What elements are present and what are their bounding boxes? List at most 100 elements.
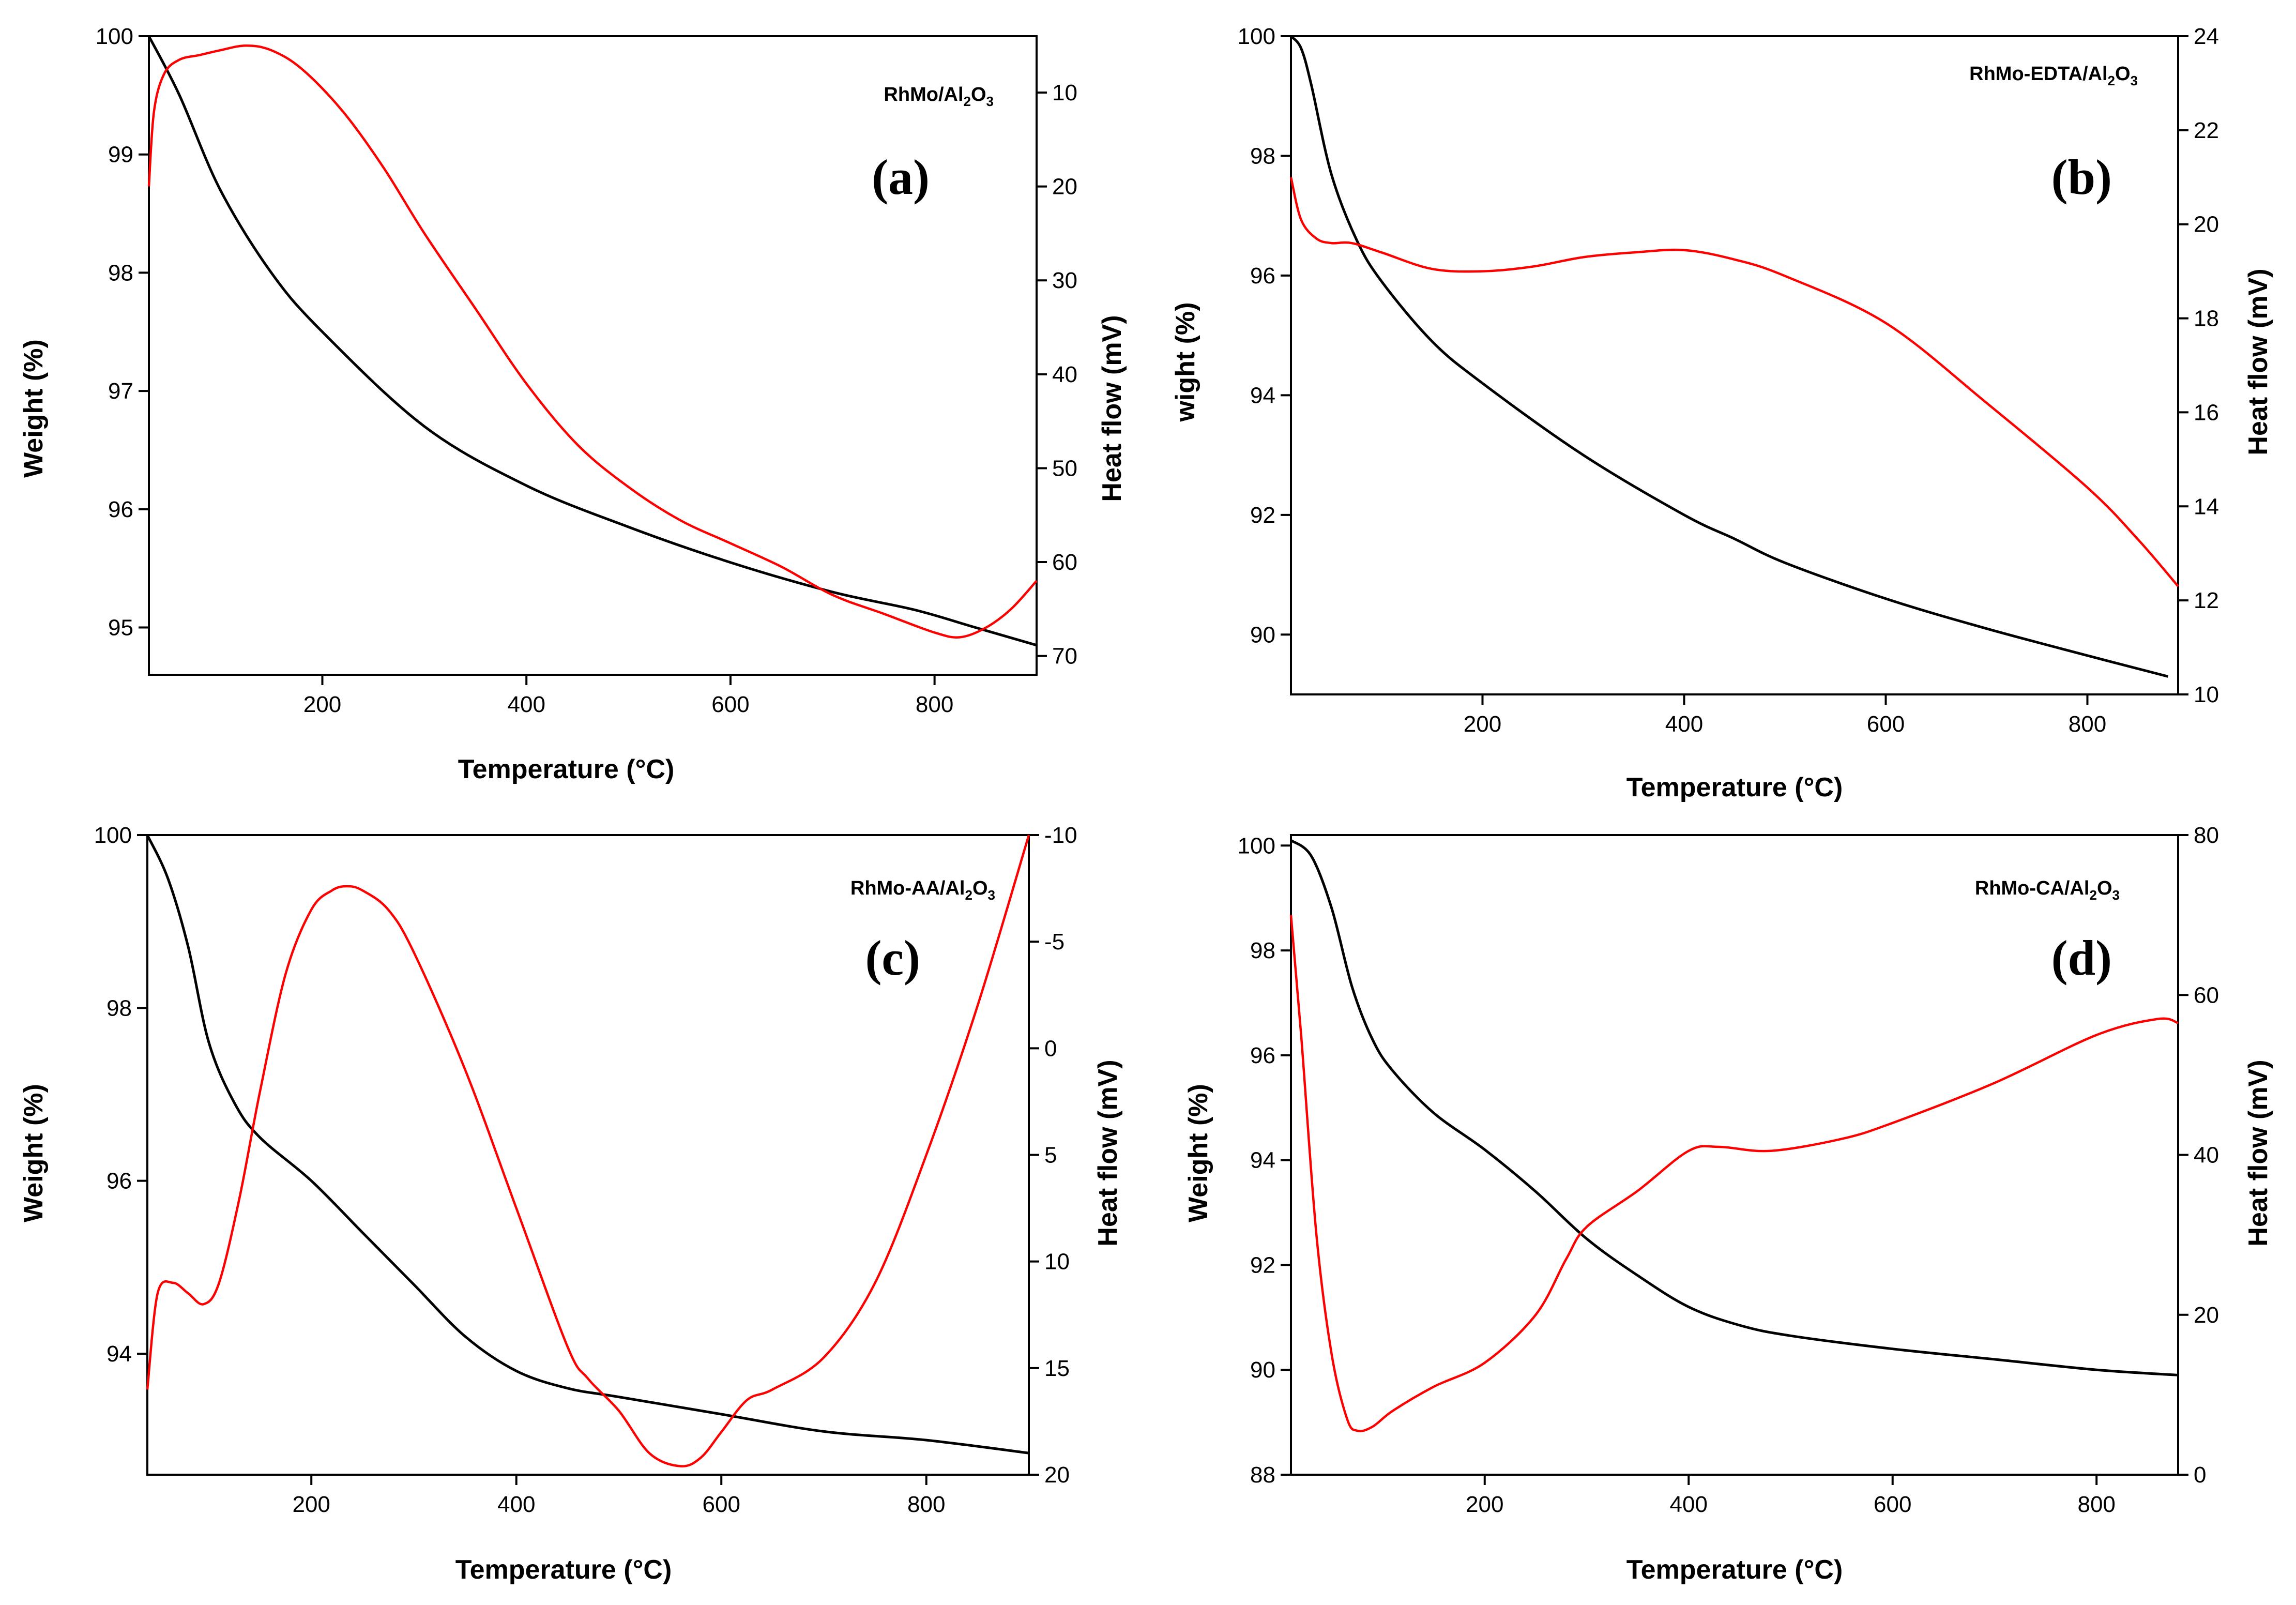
y-right-tick-label: -5 [1044,929,1065,955]
y-left-tick-label: 94 [1250,383,1275,408]
y-left-tick-label: 92 [1250,1252,1275,1278]
sample-label: RhMo/Al2O3 [884,84,994,109]
y-right-tick-label: 10 [1044,1249,1070,1275]
y-left-tick-label: 94 [1250,1148,1275,1173]
y-left-tick-label: 96 [1250,1043,1275,1068]
y-left-tick-label: 99 [108,142,133,168]
y-left-tick-label: 98 [1250,938,1275,963]
weight-curve [146,834,1029,1455]
plot-frame [1290,35,2179,695]
y-left-tick-label: 90 [1250,1357,1275,1383]
y-left-axis-label: Weight (%) [19,339,49,478]
y-left-tick-label: 98 [1250,143,1275,169]
y-left-tick-label: 100 [1238,24,1275,49]
y-right-tick-label: 10 [1052,80,1077,105]
y-left-tick-label: 96 [107,1169,132,1194]
chart-panel-a: 200 400 600 800 95 96 97 98 99 100 10 20 30 40 50 60 70 T… [19,24,1127,784]
y-right-axis-label: Heat flow (mV) [1097,315,1127,502]
panel-label: (a) [872,149,930,205]
subscript: 2 [964,94,971,109]
label-text: O [2115,63,2131,85]
label-text: O [972,877,988,899]
sample-label: RhMo-AA/Al2O3 [850,877,995,903]
weight-curve [147,35,1037,647]
x-tick-label: 600 [1867,711,1905,737]
y-right-tick-label: 5 [1044,1143,1057,1168]
y-left-tick-label: 95 [108,615,133,641]
y-right-axis-label: Heat flow (mV) [1093,1059,1123,1246]
y-right-tick-label: 70 [1052,644,1077,669]
heat-flow-curve [1289,177,2179,587]
x-tick-label: 600 [1874,1492,1911,1517]
panel-label: (b) [2051,149,2112,205]
y-right-tick-label: 24 [2194,24,2219,49]
chart-panel-b: 200 400 600 8009092949698100101214161820222… [1170,24,2273,803]
label-text: RhMo-AA/Al [850,877,965,899]
x-axis-label: Temperature (°C) [1626,1555,1843,1585]
y-left-tick-label: 90 [1250,622,1275,647]
y-right-tick-label: 60 [1052,550,1077,575]
x-tick-label: 600 [703,1492,740,1517]
x-tick-label: 400 [1665,711,1703,737]
sample-label: RhMo-EDTA/Al2O3 [1969,63,2138,88]
y-right-tick-label: -10 [1044,823,1077,848]
label-text: O [971,84,986,105]
y-left-tick-label: 88 [1250,1462,1275,1488]
y-right-tick-label: 60 [2194,982,2219,1008]
heat-flow-curve [147,44,1038,639]
y-right-tick-label: 20 [1052,174,1077,200]
x-axis-label: Temperature (°C) [455,1555,672,1585]
label-text: RhMo-EDTA/Al [1969,63,2107,85]
y-right-tick-label: 0 [1044,1036,1057,1061]
sample-label: RhMo-CA/Al2O3 [1975,877,2120,903]
y-right-tick-label: 18 [2194,306,2219,331]
x-tick-label: 400 [497,1492,535,1517]
chart-panel-d: 200 400 600 800 88 90 92 94 96 98 100 0 20 40 60 80 Temp… [1183,823,2273,1585]
y-left-tick-label: 92 [1250,503,1275,528]
x-axis-label: Temperature (°C) [1626,773,1843,803]
y-right-tick-label: 15 [1044,1356,1070,1381]
x-tick-label: 800 [2069,711,2106,737]
y-right-tick-label: 0 [2194,1462,2206,1488]
x-tick-label: 400 [1670,1492,1708,1517]
y-left-tick-label: 100 [96,24,133,49]
subscript: 3 [988,887,995,903]
x-tick-label: 200 [303,692,341,717]
subscript: 2 [965,887,972,903]
y-right-tick-label: 80 [2194,823,2219,848]
subscript: 3 [2112,887,2120,903]
y-left-tick-label: 97 [108,378,133,404]
chart-panel-c: 200 400 600 800 94 96 98 100 -10 -5 0 5 10 15 20 Temper… [19,823,1123,1585]
x-tick-label: 200 [292,1492,330,1517]
label-text: RhMo/Al [884,84,963,105]
x-tick-label: 600 [711,692,749,717]
x-tick-label: 800 [2077,1492,2115,1517]
subscript: 2 [2108,73,2115,88]
x-tick-label: 200 [1464,711,1501,737]
label-text: RhMo-CA/Al [1975,877,2090,899]
x-tick-label: 200 [1466,1492,1503,1517]
heat-flow-curve [146,835,1030,1467]
y-left-tick-label: 96 [108,497,133,522]
y-left-axis-label: Weight (%) [1183,1084,1213,1222]
y-right-tick-label: 40 [2194,1143,2219,1168]
y-left-tick-label: 94 [107,1341,132,1367]
x-axis-label: Temperature (°C) [458,754,675,784]
y-left-tick-label: 96 [1250,263,1275,289]
heat-flow-curve [1289,915,2179,1432]
y-right-tick-label: 20 [2194,1303,2219,1328]
y-right-tick-label: 30 [1052,268,1077,293]
y-right-tick-label: 10 [2194,682,2219,707]
y-left-axis-label: wight (%) [1170,302,1200,422]
x-tick-label: 800 [907,1492,945,1517]
y-right-axis-label: Heat flow (mV) [2243,1059,2273,1246]
weight-curve [1290,839,2179,1376]
y-left-tick-label: 98 [107,995,132,1021]
y-left-tick-label: 98 [108,260,133,285]
subscript: 2 [2090,887,2097,903]
y-right-tick-label: 14 [2194,494,2219,519]
y-right-tick-label: 22 [2194,118,2219,143]
label-text: O [2097,877,2112,899]
panel-label: (c) [865,930,920,986]
